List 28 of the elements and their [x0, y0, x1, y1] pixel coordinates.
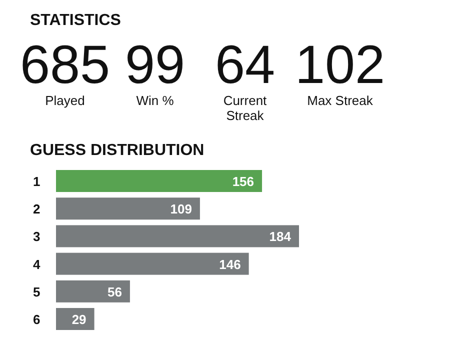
- data-label: 56: [107, 284, 122, 300]
- bar: [56, 280, 130, 302]
- bar: [56, 225, 299, 248]
- data-label: 64: [214, 35, 276, 95]
- y-tick-label: 4: [33, 256, 41, 272]
- bar: [56, 170, 262, 192]
- data-label: 102: [294, 35, 386, 95]
- data-label: 685: [20, 35, 110, 95]
- data-label: 184: [269, 229, 292, 244]
- data-label: 99: [124, 35, 186, 95]
- category-label: Win %: [136, 93, 174, 108]
- bar: [56, 252, 249, 275]
- data-label: 109: [170, 202, 192, 217]
- data-label: 29: [72, 312, 86, 327]
- y-tick-label: 5: [33, 284, 40, 300]
- data-label: 156: [232, 174, 254, 189]
- y-tick-label: 3: [33, 229, 40, 244]
- category-label: Current Streak: [223, 93, 268, 123]
- chart-title: GUESS DISTRIBUTION: [30, 142, 204, 159]
- category-label: Max Streak: [307, 93, 374, 108]
- y-tick-label: 6: [33, 312, 40, 327]
- text: STATISTICS: [30, 12, 122, 29]
- bar: [56, 198, 200, 220]
- data-label: 146: [219, 256, 241, 272]
- bar: [56, 308, 94, 330]
- y-tick-label: 2: [33, 202, 40, 217]
- y-tick-label: 1: [33, 174, 40, 189]
- category-label: Played: [45, 93, 85, 108]
